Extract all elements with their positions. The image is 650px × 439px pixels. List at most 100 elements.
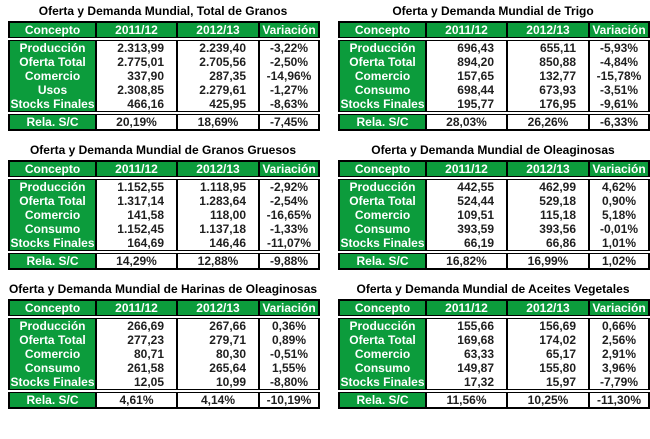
cell-value: 655,11 [506, 39, 589, 55]
summary-value: 4,61% [95, 389, 177, 408]
cell-value: 425,95 [176, 97, 259, 113]
data-table: Concepto 2011/12 2012/13 Variación Producci… [8, 160, 320, 270]
summary-value: 16,99% [506, 250, 589, 269]
cell-value: 2.705,56 [176, 55, 259, 69]
cell-value: 2.308,85 [95, 83, 177, 97]
table-section: Oferta y Demanda Mundial de Trigo Concep… [338, 4, 650, 131]
row-label: Stocks Finales [339, 236, 426, 252]
summary-value: 12,88% [176, 250, 259, 269]
table-row: Producción 442,55 462,99 4,62% [339, 178, 649, 194]
row-label: Producción [9, 178, 96, 194]
row-label: Oferta Total [9, 194, 96, 208]
cell-value: -7,79% [588, 375, 649, 391]
column-header: Concepto [339, 300, 426, 319]
column-header: 2011/12 [95, 22, 177, 41]
table-row: Consumo 261,58 265,64 1,55% [9, 361, 319, 375]
cell-value: 524,44 [425, 194, 507, 208]
cell-value: 155,66 [425, 317, 507, 333]
row-label: Producción [9, 39, 96, 55]
cell-value: 2.775,01 [95, 55, 177, 69]
row-label: Stocks Finales [339, 97, 426, 113]
summary-row: Rela. S/C 11,56% 10,25% -11,30% [339, 389, 649, 408]
cell-value: 118,00 [176, 208, 259, 222]
cell-value: 696,43 [425, 39, 507, 55]
table-row: Oferta Total 2.775,01 2.705,56 -2,50% [9, 55, 319, 69]
table-row: Stocks Finales 164,69 146,46 -11,07% [9, 236, 319, 252]
cell-value: 466,16 [95, 97, 177, 113]
cell-value: 146,46 [176, 236, 259, 252]
row-label: Producción [9, 317, 96, 333]
table-row: Consumo 698,44 673,93 -3,51% [339, 83, 649, 97]
row-label: Producción [339, 39, 426, 55]
cell-value: -3,22% [258, 39, 319, 55]
cell-value: 10,99 [176, 375, 259, 391]
row-label: Stocks Finales [339, 375, 426, 391]
cell-value: 109,51 [425, 208, 507, 222]
summary-label: Rela. S/C [9, 389, 96, 408]
table-row: Comercio 141,58 118,00 -16,65% [9, 208, 319, 222]
header-row: Concepto 2011/12 2012/13 Variación [339, 22, 649, 41]
cell-value: -11,07% [258, 236, 319, 252]
column-header: Concepto [9, 22, 96, 41]
table-row: Usos 2.308,85 2.279,61 -1,27% [9, 83, 319, 97]
summary-value: -7,45% [258, 111, 319, 130]
column-header: Concepto [339, 161, 426, 180]
cell-value: 0,66% [588, 317, 649, 333]
cell-value: 265,64 [176, 361, 259, 375]
row-label: Comercio [339, 208, 426, 222]
column-header: 2011/12 [425, 300, 507, 319]
cell-value: 1.317,14 [95, 194, 177, 208]
cell-value: 80,71 [95, 347, 177, 361]
summary-value: -11,30% [588, 389, 649, 408]
cell-value: -0,01% [588, 222, 649, 236]
table-row: Comercio 63,33 65,17 2,91% [339, 347, 649, 361]
row-label: Consumo [339, 222, 426, 236]
cell-value: 5,18% [588, 208, 649, 222]
cell-value: -4,84% [588, 55, 649, 69]
column-header: 2011/12 [425, 161, 507, 180]
column-header: Variación [258, 300, 319, 319]
column-header: Concepto [9, 300, 96, 319]
summary-value: -10,19% [258, 389, 319, 408]
cell-value: 277,23 [95, 333, 177, 347]
row-label: Usos [9, 83, 96, 97]
cell-value: 63,33 [425, 347, 507, 361]
column-header: 2011/12 [425, 22, 507, 41]
table-section: Oferta y Demanda Mundial de Granos Grues… [8, 143, 320, 270]
summary-value: 4,14% [176, 389, 259, 408]
summary-row: Rela. S/C 28,03% 26,26% -6,33% [339, 111, 649, 130]
row-label: Comercio [9, 347, 96, 361]
cell-value: 164,69 [95, 236, 177, 252]
row-label: Consumo [9, 222, 96, 236]
cell-value: 132,77 [506, 69, 589, 83]
table-row: Producción 266,69 267,66 0,36% [9, 317, 319, 333]
summary-label: Rela. S/C [339, 250, 426, 269]
table-row: Oferta Total 169,68 174,02 2,56% [339, 333, 649, 347]
data-table: Concepto 2011/12 2012/13 Variación Producci… [338, 299, 650, 409]
cell-value: 176,95 [506, 97, 589, 113]
row-label: Oferta Total [339, 194, 426, 208]
row-label: Stocks Finales [9, 375, 96, 391]
cell-value: 2.279,61 [176, 83, 259, 97]
data-table: Concepto 2011/12 2012/13 Variación Producci… [8, 299, 320, 409]
column-header: 2011/12 [95, 161, 177, 180]
cell-value: 393,59 [425, 222, 507, 236]
column-header: 2012/13 [176, 300, 259, 319]
cell-value: 17,32 [425, 375, 507, 391]
cell-value: 15,97 [506, 375, 589, 391]
summary-row: Rela. S/C 20,19% 18,69% -7,45% [9, 111, 319, 130]
cell-value: 894,20 [425, 55, 507, 69]
table-title: Oferta y Demanda Mundial de Trigo [392, 4, 594, 18]
cell-value: 169,68 [425, 333, 507, 347]
table-row: Producción 1.152,55 1.118,95 -2,92% [9, 178, 319, 194]
cell-value: 3,96% [588, 361, 649, 375]
summary-row: Rela. S/C 4,61% 4,14% -10,19% [9, 389, 319, 408]
summary-value: 1,02% [588, 250, 649, 269]
cell-value: 279,71 [176, 333, 259, 347]
summary-value: 14,29% [95, 250, 177, 269]
cell-value: -1,33% [258, 222, 319, 236]
table-title: Oferta y Demanda Mundial de Oleaginosas [371, 143, 615, 157]
cell-value: 0,89% [258, 333, 319, 347]
table-row: Producción 2.313,99 2.239,40 -3,22% [9, 39, 319, 55]
header-row: Concepto 2011/12 2012/13 Variación [339, 300, 649, 319]
